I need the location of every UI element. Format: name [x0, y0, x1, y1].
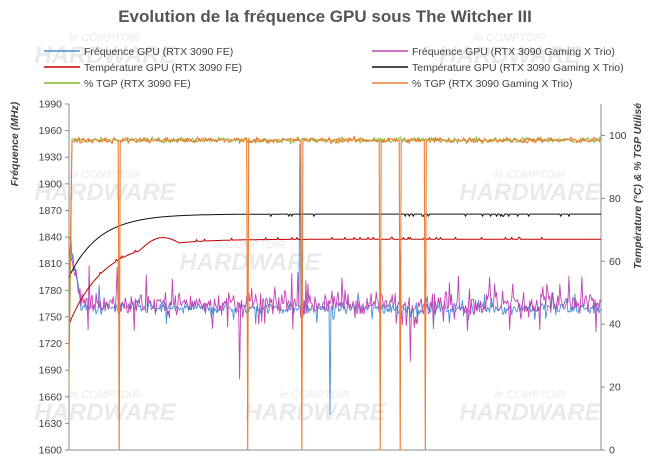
legend-label: % TGP (RTX 3090 FE) [84, 78, 191, 90]
series-line-temp-fe [68, 236, 601, 325]
watermark-text: HARDWARE [459, 399, 601, 426]
watermark-text-small: le COMPTOIR [70, 389, 141, 401]
left-tick-label: 1630 [39, 418, 63, 430]
plot-area [68, 135, 602, 451]
right-tick-label: 0 [609, 445, 615, 457]
series-line-freq-trio [68, 245, 602, 380]
legend-label: Fréquence GPU (RTX 3090 FE) [84, 46, 233, 58]
watermark-text-small: le COMPTOIR [70, 32, 141, 44]
right-tick-labels: 0 20 40 60 80 100 [601, 130, 627, 457]
left-tick-label: 1720 [39, 338, 63, 350]
right-tick-label: 60 [609, 256, 621, 268]
watermark-text: HARDWARE [179, 249, 321, 276]
left-tick-label: 1750 [39, 311, 63, 323]
watermark-text: HARDWARE [439, 42, 581, 69]
left-tick-label: 1990 [39, 99, 63, 111]
series-line-temp-trio [68, 213, 601, 278]
legend-label: Température GPU (RTX 3090 FE) [84, 62, 242, 74]
right-tick-label: 80 [609, 193, 621, 205]
right-tick-label: 20 [609, 382, 621, 394]
watermark-text-small: le COMPTOIR [495, 169, 566, 181]
series-line-freq-fe [68, 143, 602, 415]
watermark-text-small: le COMPTOIR [215, 239, 286, 251]
right-axis-title: Température (°C) & % TGP Utilisé [632, 103, 644, 269]
right-tick-label: 40 [609, 319, 621, 331]
left-tick-label: 1870 [39, 205, 63, 217]
legend-label: Fréquence GPU (RTX 3090 Gaming X Trio) [412, 46, 615, 58]
watermark-text: HARDWARE [34, 179, 176, 206]
left-tick-label: 1900 [39, 178, 63, 190]
left-tick-label: 1780 [39, 285, 63, 297]
left-tick-label: 1600 [39, 445, 63, 457]
series-line-tgp-trio [68, 135, 602, 451]
left-tick-label: 1960 [39, 125, 63, 137]
watermark-text: HARDWARE [34, 42, 176, 69]
watermark-text-small: le COMPTOIR [280, 389, 351, 401]
left-tick-label: 1690 [39, 365, 63, 377]
left-tick-label: 1810 [39, 258, 63, 270]
legend: Fréquence GPU (RTX 3090 FE) Fréquence GPU… [44, 46, 624, 90]
left-tick-labels: 1600 1630 1660 1690 1720 1750 1780 1810 1840 1870… [39, 99, 69, 457]
left-axis-title: Fréquence (MHz) [9, 101, 21, 186]
left-tick-label: 1660 [39, 391, 63, 403]
watermark-text-small: le COMPTOIR [495, 389, 566, 401]
legend-label: % TGP (RTX 3090 Gaming X Trio) [412, 78, 572, 90]
watermark-text: HARDWARE [459, 179, 601, 206]
right-tick-label: 100 [609, 130, 627, 142]
watermark-text-small: le COMPTOIR [70, 169, 141, 181]
watermark-text: HARDWARE [244, 399, 386, 426]
watermark-text: HARDWARE [34, 399, 176, 426]
left-tick-label: 1930 [39, 152, 63, 164]
watermark-text-small: le COMPTOIR [475, 32, 546, 44]
chart-title: Evolution de la fréquence GPU sous The W… [118, 7, 532, 26]
left-tick-label: 1840 [39, 232, 63, 244]
legend-label: Température GPU (RTX 3090 Gaming X Trio) [412, 62, 624, 74]
